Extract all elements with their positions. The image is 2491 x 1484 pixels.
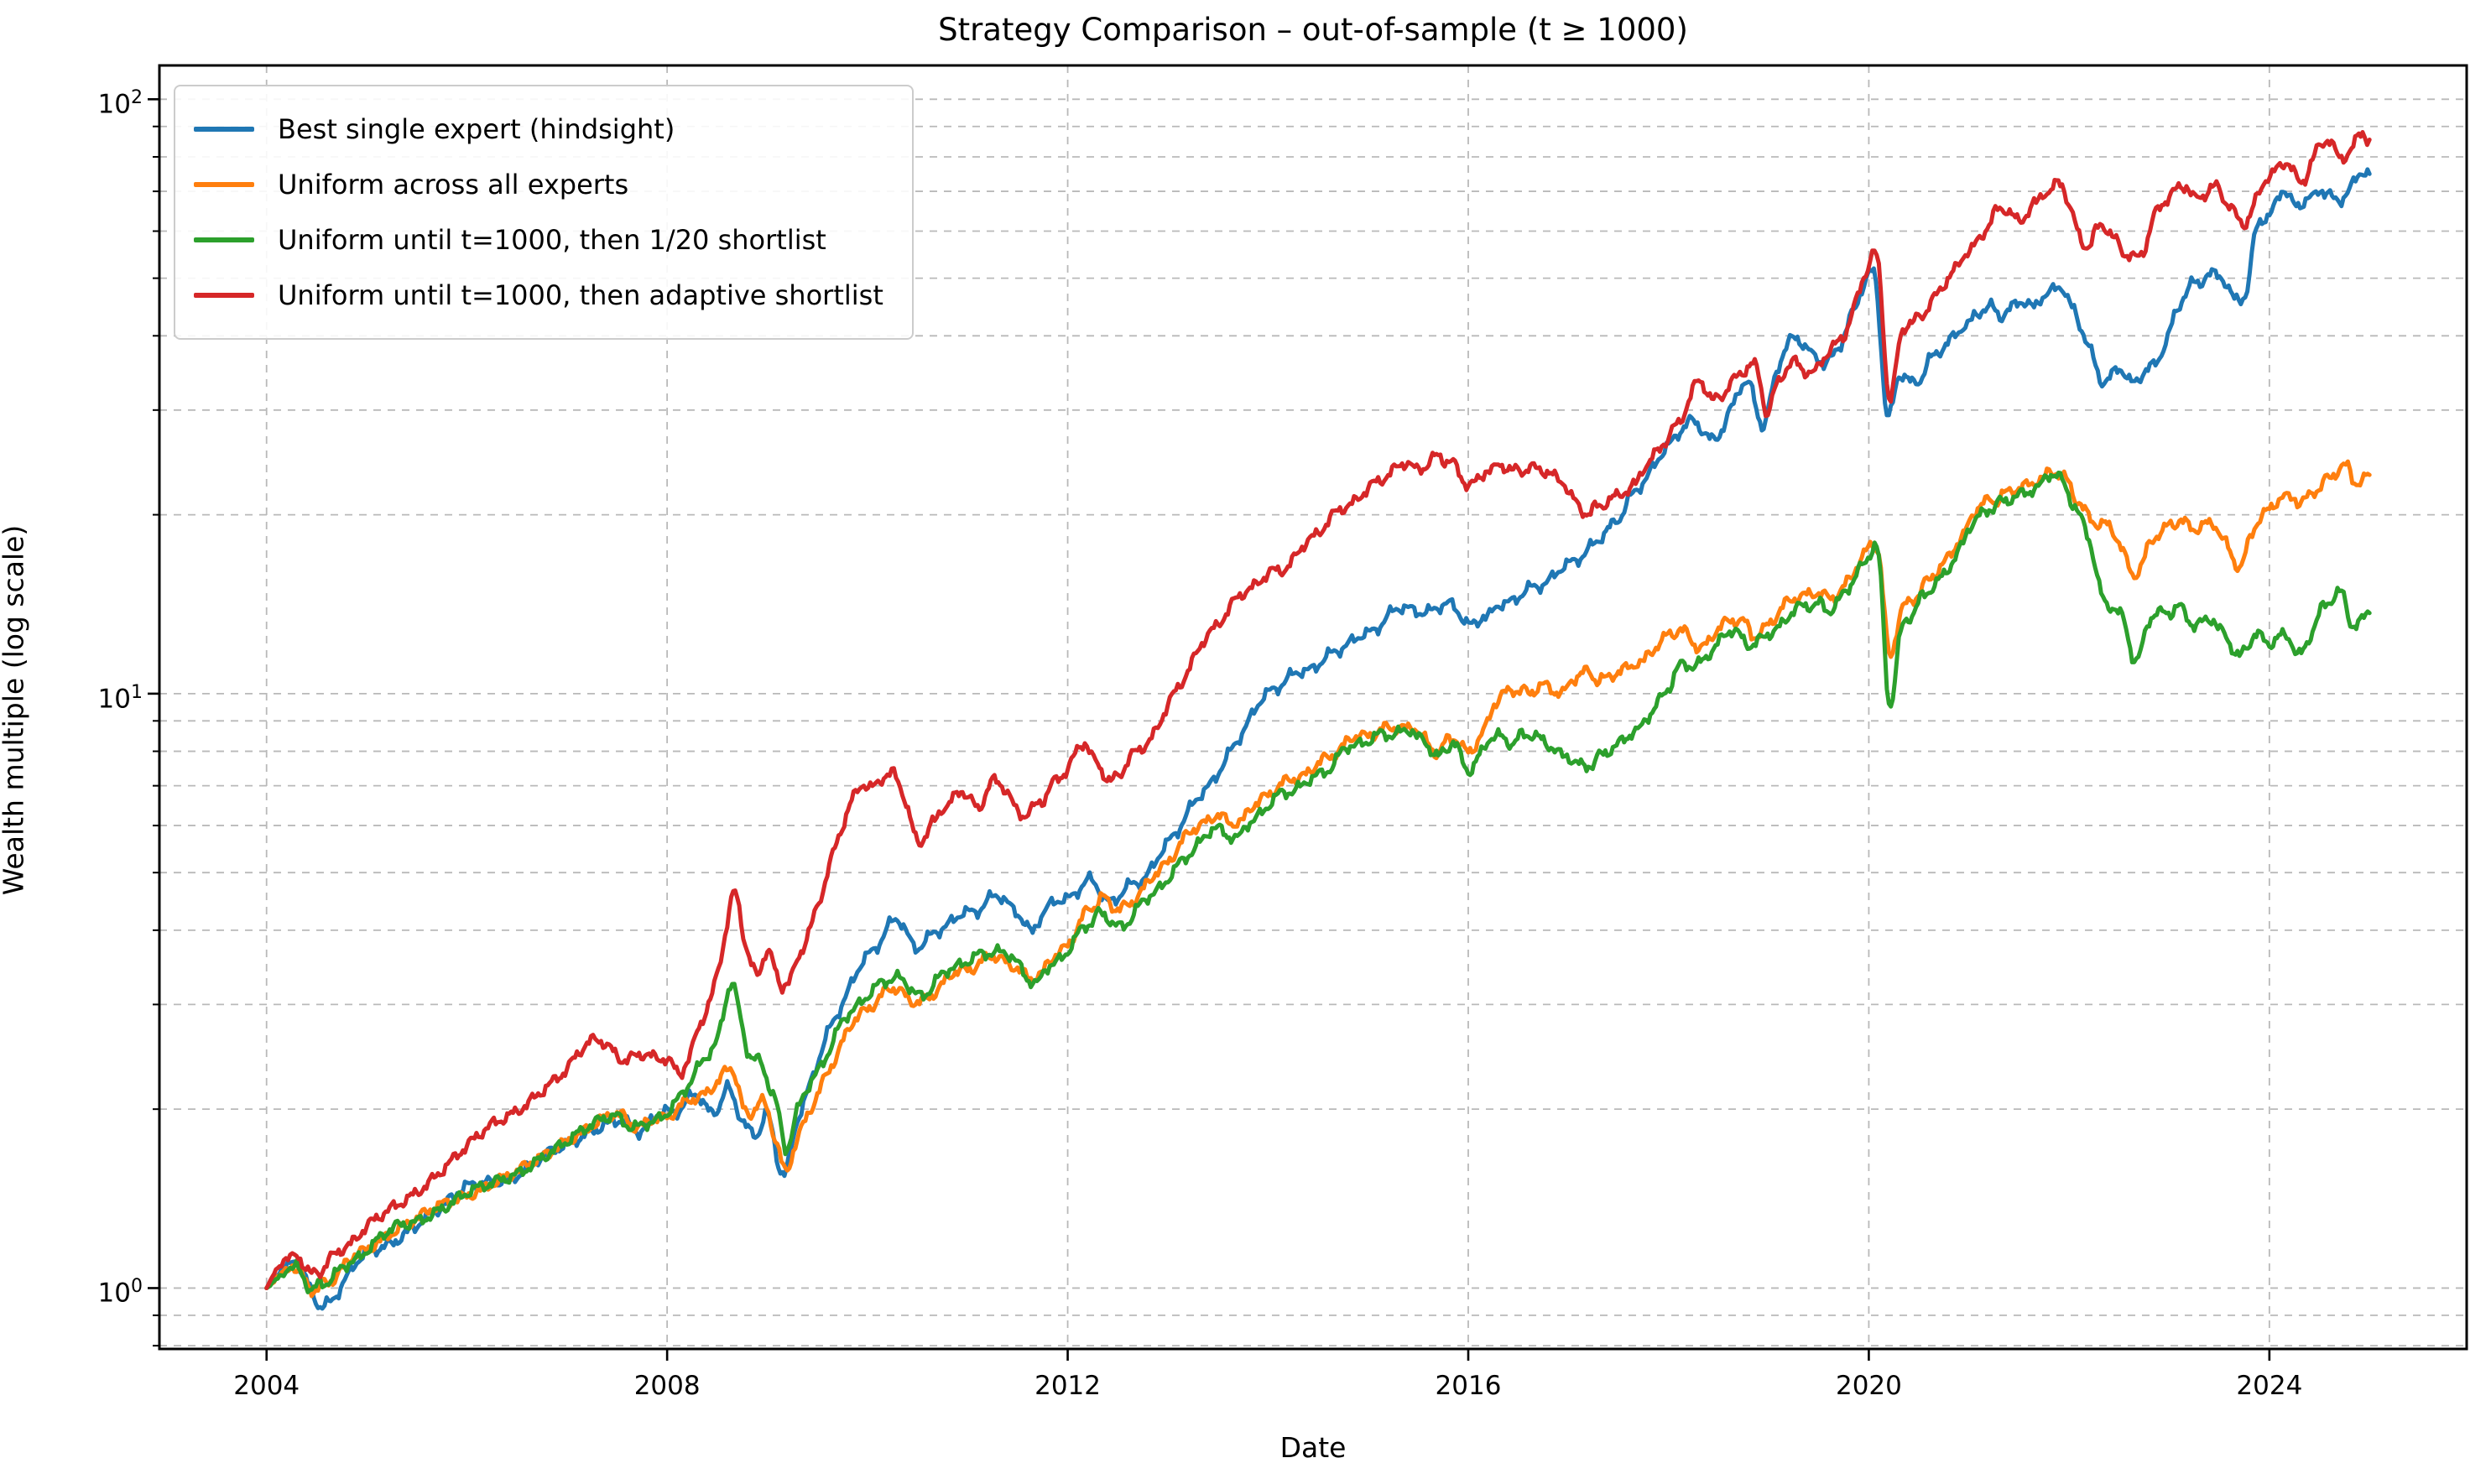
x-axis-label: Date [1279, 1431, 1347, 1464]
legend-label: Uniform across all experts [278, 169, 629, 200]
x-tick-label: 2024 [2236, 1371, 2302, 1401]
chart-title: Strategy Comparison – out-of-sample (t ≥… [938, 12, 1688, 48]
legend-line-swatch-green [194, 237, 254, 242]
legend: Best single expert (hindsight) Uniform a… [174, 85, 914, 340]
series-lines [264, 130, 2372, 1311]
x-tick-label: 2012 [1034, 1371, 1101, 1401]
y-tick-label: 101 [97, 681, 143, 715]
legend-item: Uniform until t=1000, then adaptive shor… [194, 268, 883, 323]
legend-label: Uniform until t=1000, then adaptive shor… [278, 279, 883, 311]
x-tick-label: 2004 [233, 1371, 300, 1401]
y-tick-label: 100 [97, 1276, 143, 1309]
legend-item: Uniform until t=1000, then 1/20 shortlis… [194, 212, 883, 268]
y-axis-label: Wealth multiple (log scale) [0, 524, 30, 896]
legend-label: Best single expert (hindsight) [278, 113, 675, 145]
series-line-2 [264, 459, 2372, 1299]
legend-item: Uniform across all experts [194, 157, 883, 212]
x-tick-label: 2020 [1836, 1371, 1902, 1401]
series-line-1 [264, 167, 2372, 1311]
x-tick-label: 2016 [1436, 1371, 1502, 1401]
legend-line-swatch-blue [194, 127, 254, 132]
legend-item: Best single expert (hindsight) [194, 102, 883, 157]
series-line-3 [264, 471, 2372, 1294]
legend-line-swatch-orange [194, 182, 254, 187]
x-tick-label: 2008 [634, 1371, 701, 1401]
axis-ticks [148, 98, 2271, 1361]
axes-frame [158, 64, 2468, 1351]
legend-line-swatch-red [194, 293, 254, 298]
y-tick-label: 102 [97, 87, 143, 120]
series-line-4 [264, 130, 2372, 1290]
legend-label: Uniform until t=1000, then 1/20 shortlis… [278, 224, 826, 256]
